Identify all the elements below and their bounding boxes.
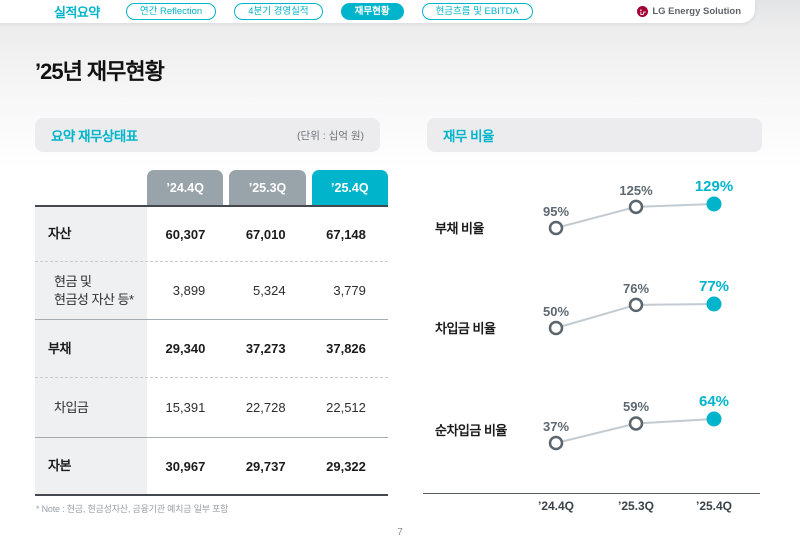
table-row-cash: 현금 및 현금성 자산 등* 3,899 5,324 3,779 — [35, 261, 388, 319]
row-label: 부채 — [48, 340, 71, 356]
cell-value: 29,340 — [165, 341, 206, 356]
nav-tab-cashflow-ebitda[interactable]: 현금흐름 및 EBITDA — [421, 3, 533, 20]
borrowings-ratio-label: 차입금 비율 — [435, 321, 496, 336]
chart-point-marker-highlight — [706, 296, 722, 312]
debt-ratio-label: 부채 비율 — [435, 221, 484, 236]
row-label: 자산 — [48, 226, 71, 242]
balance-sheet-panel: 요약 재무상태표 (단위 : 십억 원) ’24.4Q ’25.3Q ’25.4… — [35, 118, 388, 514]
chart-point-marker — [548, 435, 564, 451]
cell-value: 29,737 — [245, 458, 286, 474]
top-nav-bar: 실적요약 연간 Reflection 4분기 경영실적 재무현황 현금흐름 및 … — [0, 0, 755, 23]
table-row-equity: 자본 30,967 29,737 29,322 — [35, 437, 388, 494]
x-axis-label-24-4q: ’24.4Q — [537, 499, 575, 513]
cell-value: 3,779 — [333, 283, 366, 298]
company-logo: LG Energy Solution — [637, 6, 741, 17]
financial-ratios-panel: 재무 비율 부채 비율 95% 125% 129% 차입금 비율 50% 76% 77%… — [423, 118, 762, 530]
nav-tab-q4-results[interactable]: 4분기 경영실적 — [234, 3, 323, 20]
page-title: ’25년 재무현황 — [35, 59, 165, 84]
borrowings-ratio-chart: 차입금 비율 50% 76% 77% — [423, 270, 762, 354]
balance-sheet-table: 자산 60,307 67,010 67,148 현금 및 현금성 자산 등* 3… — [35, 205, 388, 496]
x-axis-label-25-3q: ’25.3Q — [617, 499, 655, 513]
net-borrowings-ratio-canvas: 37% 59% 64% — [423, 385, 762, 469]
chart-point-marker — [628, 297, 644, 313]
chart-point-marker — [628, 199, 644, 215]
nav-tab-financial-status[interactable]: 재무현황 — [340, 3, 404, 20]
chart-point-label: 77% — [698, 278, 730, 295]
balance-sheet-title: 요약 재무상태표 — [51, 129, 138, 144]
table-row-assets: 자산 60,307 67,010 67,148 — [35, 207, 388, 261]
chart-point-label: 76% — [622, 280, 650, 296]
chart-point-label: 37% — [542, 419, 570, 434]
cell-value: 5,324 — [253, 283, 286, 298]
cell-value: 30,967 — [165, 458, 206, 474]
debt-ratio-chart: 부채 비율 95% 125% 129% — [423, 170, 762, 254]
ratio-line-chart-svg — [548, 196, 722, 236]
cell-value: 60,307 — [165, 226, 206, 242]
table-row-liabilities: 부채 29,340 37,273 37,826 — [35, 319, 388, 377]
chart-point-marker-highlight — [706, 196, 722, 212]
ratio-line-chart-svg — [548, 411, 722, 451]
cell-value: 37,273 — [245, 341, 286, 356]
cell-value: 29,322 — [326, 458, 366, 474]
debt-ratio-canvas: 95% 125% 129% — [423, 170, 762, 254]
cell-value: 37,826 — [326, 341, 366, 356]
chart-point-marker — [548, 220, 564, 236]
chart-point-marker — [628, 416, 644, 431]
unit-label: (단위 : 십억 원) — [297, 129, 364, 142]
borrowings-ratio-canvas: 50% 76% 77% — [423, 270, 762, 354]
cell-value: 3,899 — [172, 283, 206, 298]
chart-point-label: 95% — [542, 204, 570, 219]
chart-point-label: 50% — [542, 304, 570, 319]
chart-point-label: 64% — [698, 393, 730, 410]
chart-point-label: 125% — [619, 182, 653, 198]
chart-point-label: 59% — [622, 399, 650, 415]
logo-text: LG Energy Solution — [652, 6, 741, 17]
balance-sheet-header: 요약 재무상태표 (단위 : 십억 원) — [35, 118, 380, 152]
net-borrowings-ratio-label: 순차입금 비율 — [435, 423, 507, 438]
x-axis-label-25-4q: ’25.4Q — [695, 499, 733, 513]
cell-value: 22,512 — [326, 400, 366, 415]
column-header-24-4q: ’24.4Q — [147, 170, 224, 205]
ratio-line-chart-svg — [548, 296, 722, 336]
table-column-headers: ’24.4Q ’25.3Q ’25.4Q — [147, 170, 388, 205]
financial-ratios-header: 재무 비율 — [427, 118, 762, 152]
chart-point-marker — [548, 320, 564, 336]
nav-section-label: 실적요약 — [54, 5, 100, 20]
lg-logo-icon — [637, 6, 649, 17]
cell-value: 67,148 — [326, 226, 366, 242]
net-borrowings-ratio-chart: 순차입금 비율 37% 59% 64% — [423, 385, 762, 469]
column-header-25-4q: ’25.4Q — [311, 170, 388, 205]
x-axis-line — [423, 493, 760, 494]
table-row-borrowings: 차입금 15,391 22,728 22,512 — [35, 377, 388, 437]
cell-value: 15,391 — [165, 400, 206, 415]
cell-value: 67,010 — [245, 226, 286, 242]
column-header-25-3q: ’25.3Q — [229, 170, 306, 205]
chart-point-label: 129% — [694, 178, 734, 195]
footnote: * Note : 현금, 현금성자산, 금융기관 예치금 일부 포함 — [36, 504, 229, 514]
chart-point-marker-highlight — [706, 411, 722, 427]
financial-ratios-title: 재무 비율 — [443, 129, 494, 144]
row-label: 차입금 — [54, 399, 89, 415]
page-number: 7 — [397, 527, 403, 538]
cell-value: 22,728 — [245, 400, 286, 415]
row-label: 자본 — [48, 458, 71, 474]
row-label: 현금 및 현금성 자산 등* — [54, 273, 134, 307]
nav-tab-annual-reflection[interactable]: 연간 Reflection — [125, 3, 217, 20]
